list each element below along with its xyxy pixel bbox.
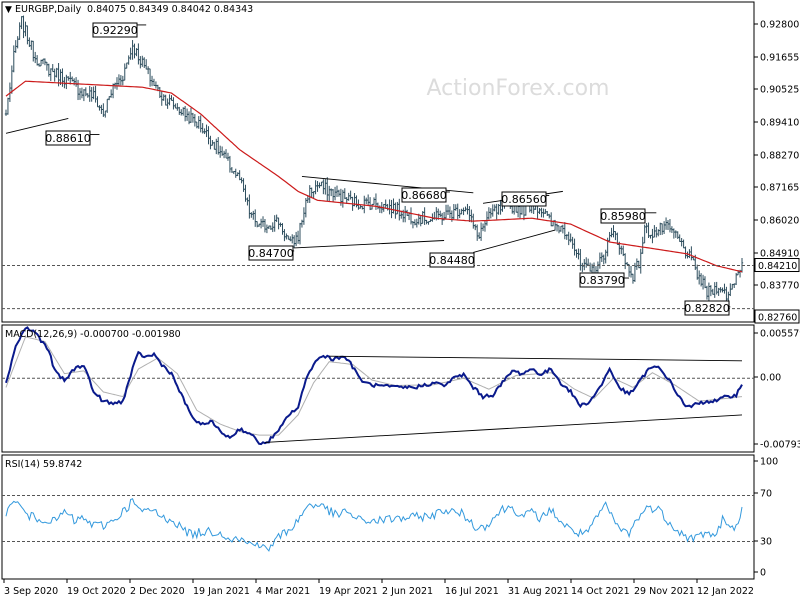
annotation-label: 0.88610: [45, 132, 91, 145]
macd-trendline: [329, 355, 743, 362]
date-tick-label: 12 Jan 2022: [697, 586, 754, 597]
price-trendline: [473, 229, 556, 253]
rsi-tick-label: 70: [760, 489, 772, 500]
annotation-label: 0.86680: [401, 189, 447, 202]
price-layer: 0.92290 0.88610 0.84700 0.86680 0.84480 0.865…: [2, 15, 754, 316]
date-tick-label: 2 Dec 2020: [130, 586, 185, 597]
annotation-box: [45, 130, 91, 146]
price-tick-label: 0.83770: [760, 281, 799, 292]
date-tick-label: 29 Nov 2021: [634, 586, 695, 597]
annotation-box: [600, 208, 646, 224]
macd-title: MACD(12,26,9) -0.000700 -0.001980: [5, 329, 181, 340]
price-annotation: 0.86560: [501, 191, 550, 207]
ohlc-readout: 0.84075 0.84349 0.84042 0.84343: [87, 4, 253, 15]
collapse-arrow-icon[interactable]: ▼: [5, 5, 12, 15]
annotation-box: [501, 191, 547, 207]
annotation-box: [92, 22, 138, 38]
rsi-panel-frame: [1, 454, 755, 580]
annotation-box: [248, 245, 294, 261]
annotation-label: 0.92290: [92, 24, 138, 37]
low-price-label: 0.82760: [758, 313, 797, 324]
rsi-tick-label: 0: [760, 568, 766, 579]
low-price-tag: [754, 309, 800, 324]
rsi-title: RSI(14) 59.8742: [5, 459, 82, 470]
last-price-tag: [754, 258, 800, 273]
price-panel-frame: [1, 1, 755, 323]
date-tick-label: 2 Jun 2021: [382, 586, 433, 597]
price-annotation: 0.85980: [600, 208, 657, 224]
rsi-layer: [2, 495, 754, 552]
annotation-box: [684, 300, 730, 316]
price-trendline: [5, 117, 69, 134]
price-tick-label: 0.89410: [760, 118, 799, 129]
price-annotation: 0.84700: [248, 245, 295, 261]
price-tick-label: 0.88270: [760, 151, 799, 162]
symbol-label: EURGBP,Daily: [15, 4, 82, 15]
annotation-box: [579, 272, 625, 288]
annotation-box: [429, 252, 475, 268]
annotation-box: [401, 187, 447, 203]
date-tick-label: 19 Oct 2020: [67, 586, 126, 597]
macd-signal-line: [5, 336, 743, 436]
price-annotation: 0.88610: [45, 130, 100, 146]
date-tick-label: 19 Jan 2021: [193, 586, 250, 597]
price-trendline: [294, 240, 445, 249]
axis-layer: 0.92800 0.91655 0.90525 0.89410 0.88270 0.871…: [3, 20, 800, 597]
macd-tick-label: 0.005579: [760, 329, 800, 340]
price-tick-label: 0.90525: [760, 85, 799, 96]
moving-average-line: [5, 80, 743, 273]
date-tick-label: 3 Sep 2020: [4, 586, 58, 597]
annotation-label: 0.84700: [248, 247, 294, 260]
date-tick-label: 16 Jul 2021: [445, 586, 499, 597]
price-tick-label: 0.86020: [760, 216, 799, 227]
macd-layer: [2, 326, 754, 446]
price-tick-label: 0.92800: [760, 20, 799, 31]
annotation-label: 0.85980: [600, 210, 646, 223]
annotation-label: 0.86560: [501, 193, 547, 206]
annotation-label: 0.83790: [579, 274, 625, 287]
rsi-tick-label: 100: [760, 457, 778, 468]
price-tick-label: 0.91655: [760, 53, 799, 64]
macd-line: [5, 326, 743, 446]
rsi-tick-label: 30: [760, 537, 772, 548]
last-price-label: 0.84210: [758, 261, 797, 272]
watermark: ActionForex.com: [427, 76, 610, 101]
annotation-label: 0.82820: [684, 302, 730, 315]
date-tick-label: 4 Mar 2021: [256, 586, 310, 597]
price-annotation: 0.84480: [429, 252, 475, 268]
price-annotation: 0.82820: [684, 300, 731, 316]
macd-trendline: [264, 414, 743, 443]
macd-tick-label: 0.00: [760, 373, 781, 384]
price-annotation: 0.86680: [401, 187, 450, 203]
price-tick-label: 0.87165: [760, 183, 799, 194]
annotation-label: 0.84480: [429, 254, 475, 267]
rsi-line: [5, 498, 743, 552]
date-tick-label: 19 Apr 2021: [319, 586, 378, 597]
price-annotation: 0.83790: [579, 272, 630, 288]
macd-panel-frame: [1, 324, 755, 453]
price-tick-label: 0.84910: [760, 249, 799, 260]
date-tick-label: 31 Aug 2021: [508, 586, 569, 597]
date-tick-label: 14 Oct 2021: [571, 586, 630, 597]
price-annotation: 0.92290: [92, 22, 147, 38]
